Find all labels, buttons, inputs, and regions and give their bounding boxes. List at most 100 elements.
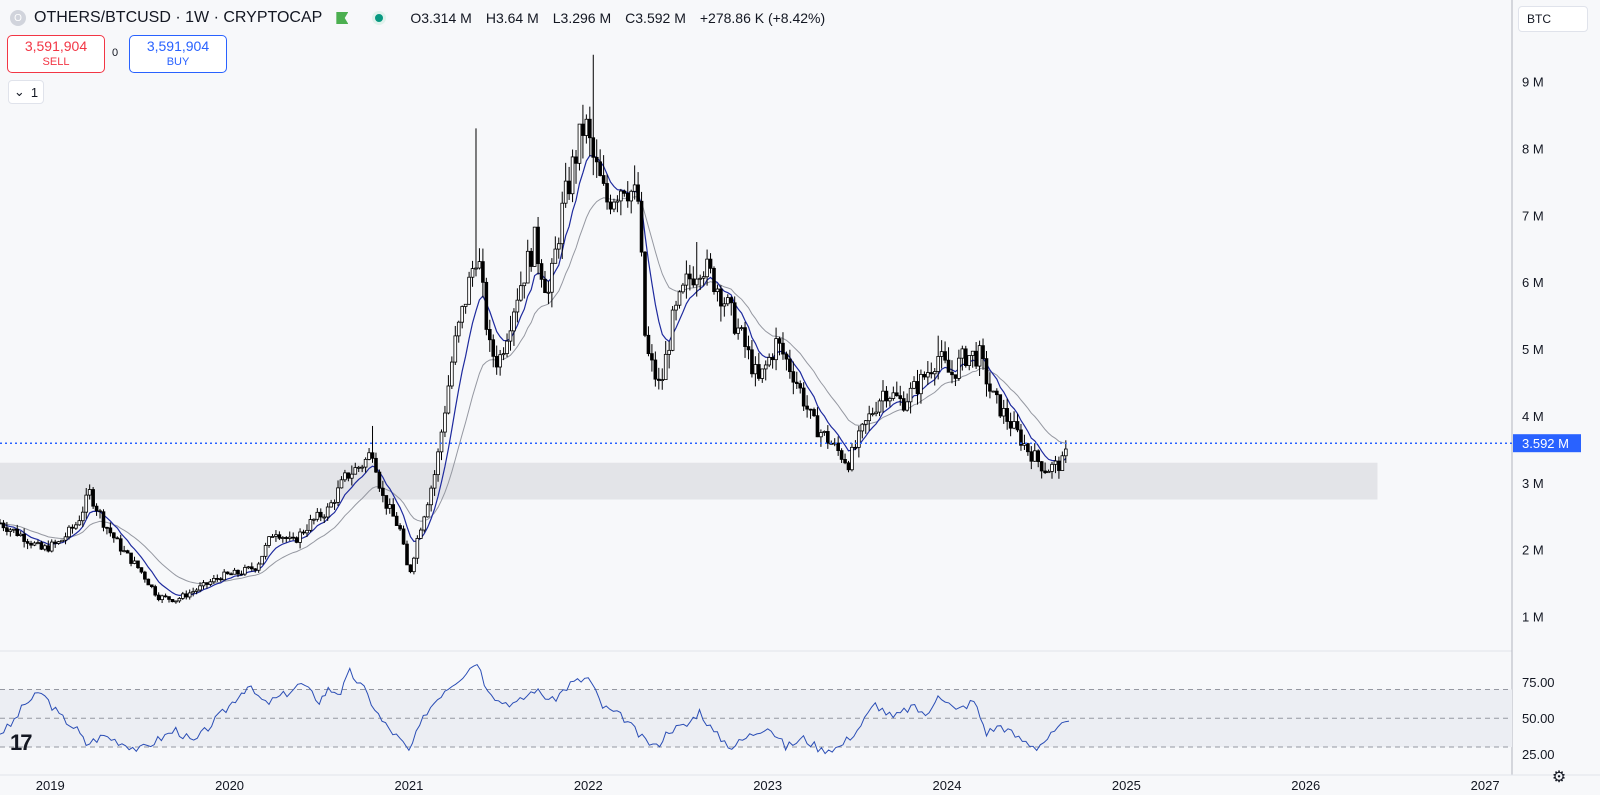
candle-body [612,201,616,210]
candle-body [667,349,671,355]
candle-body [156,594,161,601]
candle-body [584,118,589,136]
candle-body [494,355,499,368]
candle-body [550,262,554,293]
candle-body [722,303,727,307]
settings-icon[interactable]: ⚙ [1551,769,1567,786]
candle-body [443,412,447,433]
candle-body [18,533,23,537]
candle-body [995,390,999,396]
candle-body [63,536,68,541]
candle-body [1005,408,1009,422]
candle-body [1036,450,1041,463]
candle-body [888,398,892,402]
market-status-icon[interactable] [372,11,387,25]
candle-body [474,267,478,270]
candle-body [274,534,278,537]
candle-body [301,531,306,534]
candle-body [853,446,858,449]
price-axis-label: 7 M [1522,208,1544,223]
candle-body [515,299,520,313]
tradingview-logo-icon[interactable]: 17 [10,730,33,755]
candle-body [750,349,754,375]
candle-body [370,452,375,459]
candle-body [415,538,420,559]
buy-price: 3,591,904 [146,38,210,54]
candle-body [632,184,637,192]
candle-body [839,450,844,460]
candle-body [1029,451,1034,462]
ohlc-high: H3.64 M [485,10,539,26]
time-axis-label: 2026 [1291,778,1320,793]
candle-body [456,321,461,337]
rsi-line[interactable] [0,663,1070,755]
candle-body [108,527,113,534]
candle-body [149,584,154,588]
candle-body [198,585,202,591]
candle-body [484,281,489,330]
candle-body [677,291,682,306]
candle-body [139,567,144,573]
candle-body [812,409,816,417]
sell-price: 3,591,904 [24,38,88,54]
candle-body [46,545,51,552]
candle-body [822,431,827,433]
sell-button[interactable]: 3,591,904 SELL [7,35,105,73]
candle-body [91,489,95,507]
ema-fast-line[interactable] [0,155,1067,597]
candle-body [581,123,585,136]
candle-body [857,430,861,448]
candle-body [253,568,258,571]
candle-body [694,278,699,286]
candle-body [491,339,496,357]
candle-body [153,586,158,596]
candle-body [960,348,965,359]
candle-body [570,156,575,195]
candle-body [281,537,285,539]
candle-body [736,327,740,334]
symbol-title[interactable]: OTHERS/BTCUSD · 1W · CRYPTOCAP [34,9,323,26]
candle-body [843,459,847,464]
time-axis-label: 2021 [394,778,423,793]
candle-body [212,578,216,583]
ema-slow-line[interactable] [0,196,1066,585]
candle-body [757,364,761,379]
candle-body [115,537,120,540]
candle-body [232,569,237,575]
candle-body [398,525,402,530]
candle-body [425,504,430,518]
currency-button[interactable]: BTC [1518,6,1588,32]
price-axis-label: 4 M [1522,409,1544,424]
last-price-tag [1513,434,1581,453]
candle-body [477,261,482,269]
candle-body [1060,455,1065,471]
candle-body [774,338,778,361]
candle-body [919,373,923,395]
buy-button[interactable]: 3,591,904 BUY [129,35,227,73]
candle-body [422,516,427,531]
candle-body [243,567,247,575]
candle-body [701,276,706,279]
candle-body [963,348,968,366]
candle-body [215,578,220,580]
candle-body [594,156,599,163]
candle-body [439,431,444,453]
candle-body [43,545,47,550]
candle-body [146,578,151,586]
candle-body [270,536,275,538]
candle-body [846,462,851,471]
candle-body [143,571,147,580]
indicators-collapse-button[interactable]: ⌄ 1 [8,80,44,104]
support-zone[interactable] [0,462,1378,500]
ohlc-open: O3.314 M [410,10,472,26]
candle-body [929,372,934,375]
candle-body [256,563,261,571]
candle-body [622,190,627,194]
candle-body [688,273,692,280]
candle-body [826,431,830,444]
candle-body [1043,470,1047,474]
flag-icon[interactable] [336,12,349,24]
candle-body [1050,463,1054,472]
candle-body [719,288,723,307]
